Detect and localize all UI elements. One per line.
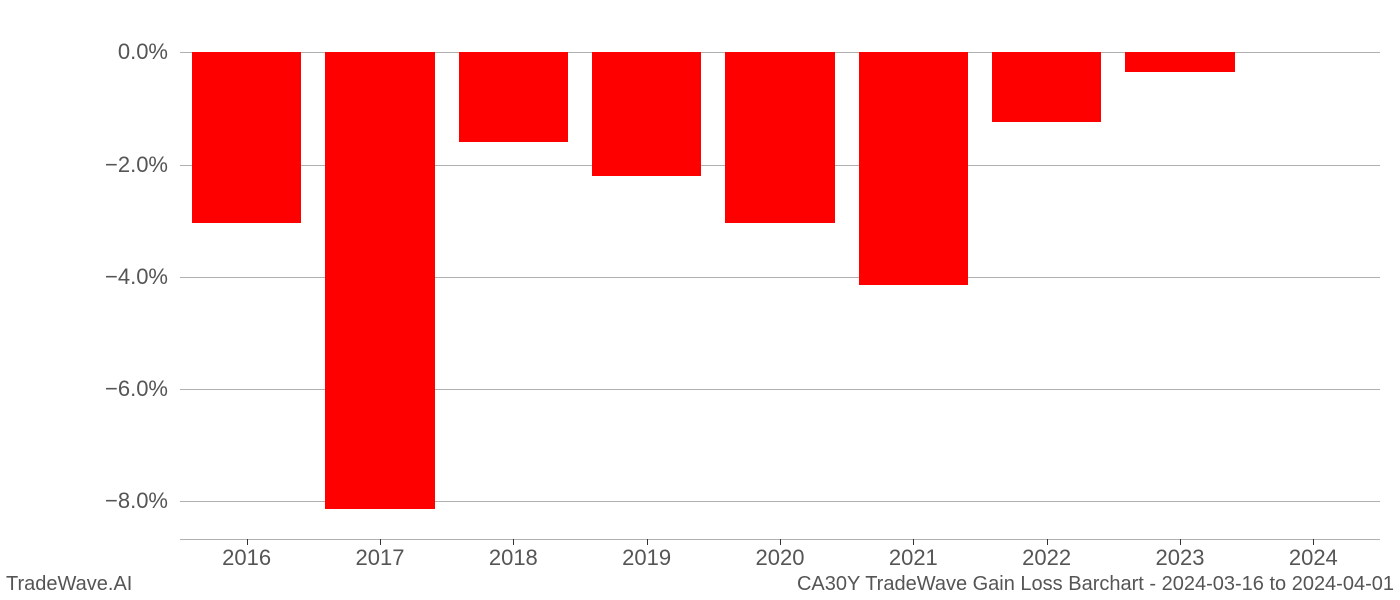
xtick-label: 2017 xyxy=(356,545,405,571)
bar xyxy=(725,52,834,223)
xtick-label: 2021 xyxy=(889,545,938,571)
bar xyxy=(859,52,968,285)
bar xyxy=(592,52,701,175)
ytick-label: −8.0% xyxy=(105,488,168,514)
ytick-label: −4.0% xyxy=(105,264,168,290)
xtick-label: 2020 xyxy=(756,545,805,571)
footer-right-label: CA30Y TradeWave Gain Loss Barchart - 202… xyxy=(797,573,1394,596)
xtick-label: 2019 xyxy=(622,545,671,571)
bar xyxy=(992,52,1101,122)
plot-area xyxy=(180,30,1380,540)
ytick-label: −6.0% xyxy=(105,376,168,402)
xtick-label: 2018 xyxy=(489,545,538,571)
bar xyxy=(325,52,434,509)
chart-container: TradeWave.AI CA30Y TradeWave Gain Loss B… xyxy=(0,0,1400,600)
xtick-label: 2022 xyxy=(1022,545,1071,571)
xtick-label: 2023 xyxy=(1156,545,1205,571)
bar xyxy=(192,52,301,223)
xtick-label: 2016 xyxy=(222,545,271,571)
footer-left-label: TradeWave.AI xyxy=(6,573,132,596)
bar xyxy=(1125,52,1234,72)
bar xyxy=(459,52,568,142)
ytick-label: 0.0% xyxy=(118,39,168,65)
ytick-label: −2.0% xyxy=(105,152,168,178)
xtick-label: 2024 xyxy=(1289,545,1338,571)
